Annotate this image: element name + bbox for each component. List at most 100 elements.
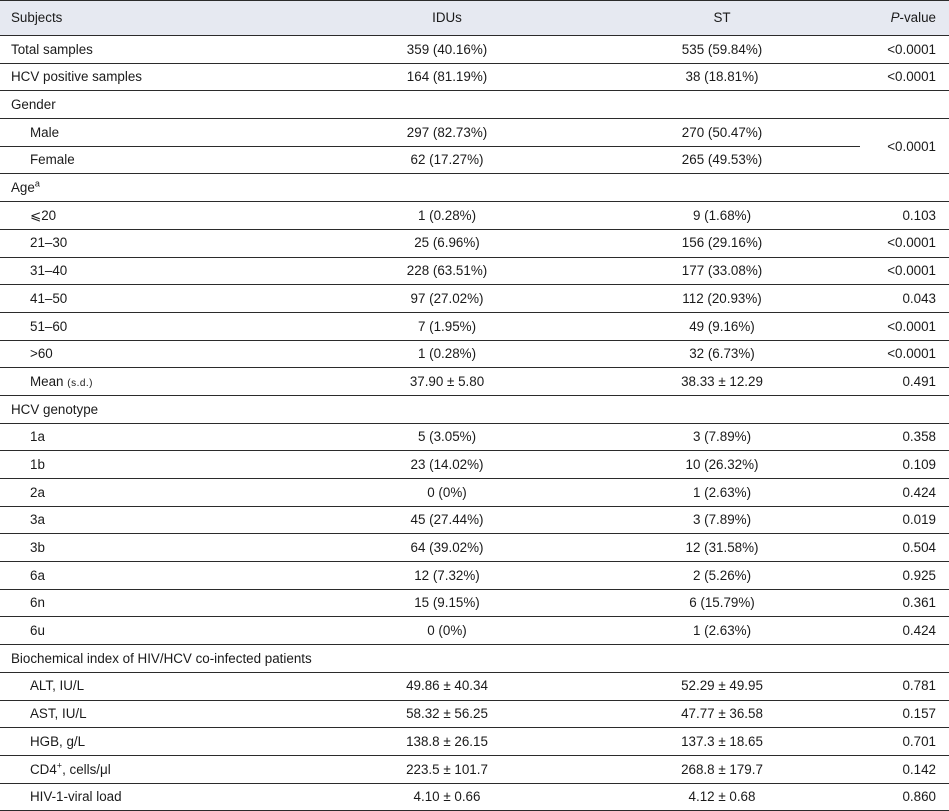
table-row: 1b 23 (14.02%) 10 (26.32%) 0.109 xyxy=(0,450,949,479)
table-row: Mean (s.d.) 37.90 ± 5.80 38.33 ± 12.29 0… xyxy=(0,367,949,396)
row-label: HGB, g/L xyxy=(0,727,310,756)
cell-p: <0.0001 xyxy=(860,340,949,369)
cell-p: <0.0001 xyxy=(860,312,949,341)
header-subjects: Subjects xyxy=(0,0,310,36)
table-row: Total samples 359 (40.16%) 535 (59.84%) … xyxy=(0,35,949,64)
table-row: 6a 12 (7.32%) 2 (5.26%) 0.925 xyxy=(0,561,949,590)
table-row: HGB, g/L 138.8 ± 26.15 137.3 ± 18.65 0.7… xyxy=(0,727,949,756)
cell-st: 265 (49.53%) xyxy=(584,146,860,175)
cell-st: 177 (33.08%) xyxy=(584,257,860,286)
header-p-rest: -value xyxy=(899,10,936,26)
cell-idus: 97 (27.02%) xyxy=(310,284,584,313)
row-label: 6a xyxy=(0,561,310,590)
table-row: 51–60 7 (1.95%) 49 (9.16%) <0.0001 xyxy=(0,312,949,341)
table-row: Male 297 (82.73%) 270 (50.47%) <0.0001 xyxy=(0,118,949,175)
section-label-genotype: HCV genotype xyxy=(0,395,949,424)
cell-idus: 223.5 ± 101.7 xyxy=(310,755,584,784)
cell-st: 3 (7.89%) xyxy=(584,423,860,452)
section-row: Gender xyxy=(0,90,949,120)
table-row: 3a 45 (27.44%) 3 (7.89%) 0.019 xyxy=(0,506,949,535)
cell-idus: 45 (27.44%) xyxy=(310,506,584,535)
cell-p: 0.109 xyxy=(860,450,949,479)
cell-st: 38.33 ± 12.29 xyxy=(584,367,860,396)
cell-p: 0.142 xyxy=(860,755,949,784)
cell-st: 49 (9.16%) xyxy=(584,312,860,341)
cell-idus: 1 (0.28%) xyxy=(310,201,584,230)
cell-st: 4.12 ± 0.68 xyxy=(584,783,860,811)
table-row: AST, IU/L 58.32 ± 56.25 47.77 ± 36.58 0.… xyxy=(0,700,949,729)
cell-st: 112 (20.93%) xyxy=(584,284,860,313)
table-header: Subjects IDUs ST P-value xyxy=(0,0,949,36)
cell-p: 0.361 xyxy=(860,589,949,618)
row-label: >60 xyxy=(0,340,310,369)
cd4-plus-mark: + xyxy=(56,760,63,771)
cell-p: 0.701 xyxy=(860,727,949,756)
section-label-age: Agea xyxy=(0,173,949,203)
row-label: ALT, IU/L xyxy=(0,672,310,701)
table-row: ALT, IU/L 49.86 ± 40.34 52.29 ± 49.95 0.… xyxy=(0,672,949,701)
cell-idus: 138.8 ± 26.15 xyxy=(310,727,584,756)
cell-idus: 64 (39.02%) xyxy=(310,533,584,563)
cell-p: 0.491 xyxy=(860,367,949,396)
row-label: Female xyxy=(0,146,310,175)
cell-st: 9 (1.68%) xyxy=(584,201,860,230)
cd4-unit: , cells/μl xyxy=(62,761,111,777)
row-label: HCV positive samples xyxy=(0,63,310,92)
cell-p: 0.504 xyxy=(860,533,949,563)
row-label: 2a xyxy=(0,478,310,507)
section-row: Agea xyxy=(0,173,949,203)
cell-idus: 0 (0%) xyxy=(310,616,584,646)
cell-p: <0.0001 xyxy=(860,257,949,286)
cell-st: 47.77 ± 36.58 xyxy=(584,700,860,729)
row-label: 3b xyxy=(0,533,310,563)
cell-st: 3 (7.89%) xyxy=(584,506,860,535)
cell-idus: 1 (0.28%) xyxy=(310,340,584,369)
cell-idus: 37.90 ± 5.80 xyxy=(310,367,584,396)
row-label: Male xyxy=(0,118,310,147)
cell-p: 0.019 xyxy=(860,506,949,535)
row-label: 3a xyxy=(0,506,310,535)
cell-st: 1 (2.63%) xyxy=(584,616,860,646)
age-footnote-mark: a xyxy=(34,178,40,189)
row-label: 1b xyxy=(0,450,310,479)
cell-p: <0.0001 xyxy=(860,229,949,258)
cell-p: 0.781 xyxy=(860,672,949,701)
cell-idus: 49.86 ± 40.34 xyxy=(310,672,584,701)
cell-st: 32 (6.73%) xyxy=(584,340,860,369)
header-idus: IDUs xyxy=(310,0,584,36)
cell-p: 0.860 xyxy=(860,783,949,811)
row-label: 51–60 xyxy=(0,312,310,341)
table-row: 1a 5 (3.05%) 3 (7.89%) 0.358 xyxy=(0,423,949,452)
cell-idus: 297 (82.73%) xyxy=(310,118,584,147)
cell-p: 0.157 xyxy=(860,700,949,729)
row-label: ⩽20 xyxy=(0,201,310,230)
cell-idus: 58.32 ± 56.25 xyxy=(310,700,584,729)
table-row: 6n 15 (9.15%) 6 (15.79%) 0.361 xyxy=(0,589,949,618)
cell-st: 137.3 ± 18.65 xyxy=(584,727,860,756)
table-row: HIV-1-viral load 4.10 ± 0.66 4.12 ± 0.68… xyxy=(0,783,949,811)
cell-idus: 7 (1.95%) xyxy=(310,312,584,341)
row-label: 6n xyxy=(0,589,310,618)
cell-st: 6 (15.79%) xyxy=(584,589,860,618)
age-label: Age xyxy=(11,180,35,196)
cell-st: 10 (26.32%) xyxy=(584,450,860,479)
table-row: CD4+, cells/μl 223.5 ± 101.7 268.8 ± 179… xyxy=(0,755,949,784)
cell-p: 0.103 xyxy=(860,201,949,230)
row-label: 31–40 xyxy=(0,257,310,286)
cell-idus: 25 (6.96%) xyxy=(310,229,584,258)
cell-idus: 5 (3.05%) xyxy=(310,423,584,452)
table-row: HCV positive samples 164 (81.19%) 38 (18… xyxy=(0,63,949,92)
cell-st: 268.8 ± 179.7 xyxy=(584,755,860,784)
cell-idus: 0 (0%) xyxy=(310,478,584,507)
cell-p: 0.358 xyxy=(860,423,949,452)
table-row: 2a 0 (0%) 1 (2.63%) 0.424 xyxy=(0,478,949,507)
row-label: 41–50 xyxy=(0,284,310,313)
cell-idus: 164 (81.19%) xyxy=(310,63,584,92)
cell-p: <0.0001 xyxy=(860,35,949,64)
sd-label: (s.d.) xyxy=(67,377,94,389)
section-label-biochem: Biochemical index of HIV/HCV co-infected… xyxy=(0,644,949,673)
table-row: Female 62 (17.27%) 265 (49.53%) xyxy=(0,146,949,175)
cell-p: <0.0001 xyxy=(860,63,949,92)
row-label: 21–30 xyxy=(0,229,310,258)
